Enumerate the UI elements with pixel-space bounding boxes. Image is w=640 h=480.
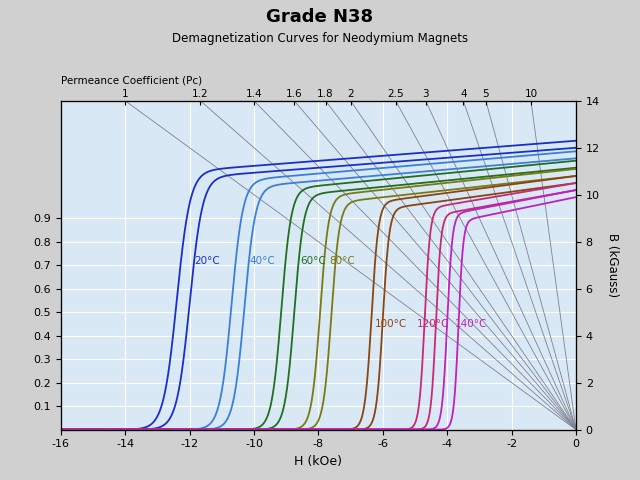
Y-axis label: B (kGauss): B (kGauss) — [606, 233, 620, 297]
Text: Grade N38: Grade N38 — [266, 8, 374, 25]
Text: 60°C: 60°C — [301, 255, 326, 265]
Text: 80°C: 80°C — [330, 255, 355, 265]
Text: 100°C: 100°C — [375, 319, 407, 329]
Text: Demagnetization Curves for Neodymium Magnets: Demagnetization Curves for Neodymium Mag… — [172, 32, 468, 45]
Text: 140°C: 140°C — [455, 319, 488, 329]
Text: 20°C: 20°C — [195, 255, 220, 265]
Text: 120°C: 120°C — [417, 319, 449, 329]
Text: Permeance Coefficient (Pc): Permeance Coefficient (Pc) — [61, 75, 202, 85]
X-axis label: H (kOe): H (kOe) — [294, 455, 342, 468]
Text: 40°C: 40°C — [249, 255, 275, 265]
